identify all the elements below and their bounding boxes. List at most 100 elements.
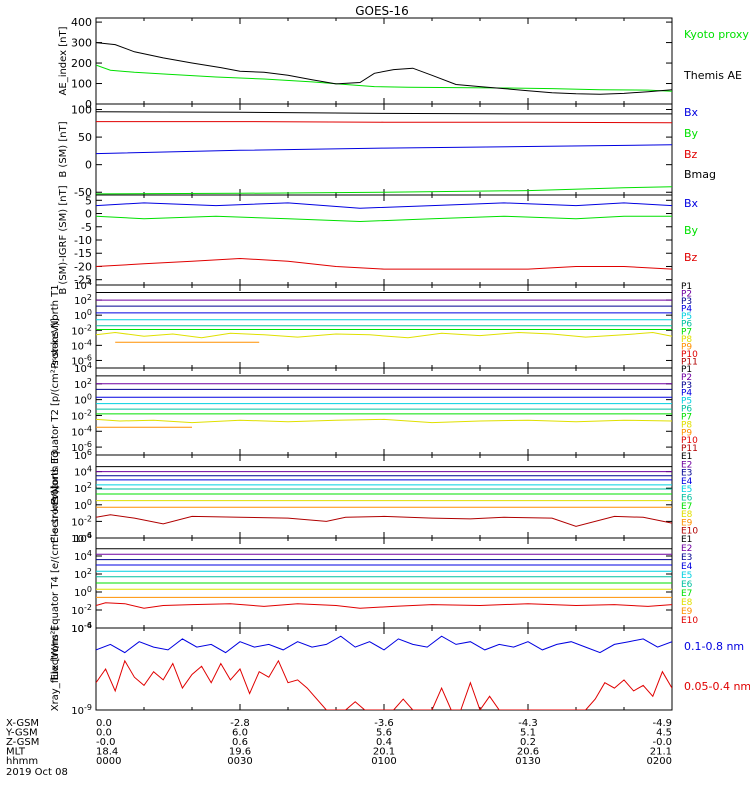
time-row-value: 6.0 [232, 728, 248, 739]
y-tick-label: 104 [74, 278, 92, 292]
legend-label: E10 [681, 527, 698, 537]
y-tick-label: 10-4 [71, 531, 92, 545]
y-tick-label: 104 [74, 549, 92, 563]
y-axis-label: Xray_flux [W/m²] [50, 627, 61, 712]
legend-label: E5 [681, 571, 692, 581]
y-tick-label: -5 [81, 221, 92, 234]
y-axis-label: B (SM)-IGRF (SM) [nT] [58, 185, 69, 294]
y-tick-label: -25 [74, 274, 92, 287]
series-line-e10 [96, 602, 672, 609]
legend-label: Bx [684, 106, 699, 119]
time-row-value: 20.1 [373, 747, 395, 758]
legend-label: P11 [681, 444, 698, 454]
series-line-bmag [96, 111, 672, 115]
legend-label: By [684, 224, 699, 237]
legend-label: P5 [681, 397, 692, 407]
legend-label: E2 [681, 544, 692, 554]
legend-label: P1 [681, 365, 692, 375]
legend-label: By [684, 127, 699, 140]
legend-label: E8 [681, 598, 693, 608]
legend-label: E6 [681, 580, 693, 590]
legend-label: E9 [681, 518, 693, 528]
y-axis-label: AE_index [nT] [58, 26, 69, 95]
legend-label: P10 [681, 350, 698, 360]
time-row-value: 20.6 [517, 747, 539, 758]
legend-label: E9 [681, 607, 693, 617]
time-row-value: 0030 [227, 756, 252, 767]
y-tick-label: 10-4 [71, 338, 92, 352]
panel-7: 106 104 102 100 10-2 10-4 Electrons Equator T4… [50, 485, 698, 680]
time-row-value: 0130 [515, 756, 540, 767]
y-tick-label: 100 [74, 393, 92, 407]
date-label: 2019 Oct 08 [6, 767, 68, 778]
legend-label: Bz [684, 251, 698, 264]
time-axis-table: X-GSM 0.0 -2.8 -3.6 -4.3 -4.9 Y-GSM 0.0 6.0 5.6 5.… [5, 718, 672, 778]
legend-label: P10 [681, 436, 698, 446]
y-axis-label: Protons Equator T2 [p/(cm²-s-sr-keV)] [50, 318, 61, 505]
legend-label: P9 [681, 428, 692, 438]
time-row-value: 0.0 [96, 728, 112, 739]
panel-8: 10-6 10-9 Xray_flux [W/m²] 0.1-0.8 nm 0.05-0… [50, 621, 750, 717]
time-row-label: MLT [6, 747, 26, 758]
time-row-value: 0200 [647, 756, 672, 767]
legend-label: Themis AE [683, 69, 742, 82]
panel-5: 104 102 100 10-210-410-6 Protons Equator T2 … [50, 318, 698, 505]
y-axis-label: Electrons North T3 [50, 450, 61, 543]
legend-label: P2 [681, 290, 692, 300]
y-tick-label: 10-9 [71, 703, 92, 717]
y-axis-label: Electrons Equator T4 [e/(cm²-s-sr-keV)] [50, 485, 61, 680]
time-row-value: -2.8 [230, 718, 250, 729]
plot-title: GOES-16 [355, 4, 409, 18]
time-row-value: 4.5 [656, 728, 672, 739]
legend-label: P7 [681, 412, 692, 422]
panel-frame [95, 367, 673, 456]
legend-label: E1 [681, 452, 692, 462]
series-line-kyoto-proxy-ae [96, 64, 672, 92]
y-axis-label: B (SM) [nT] [58, 121, 69, 177]
legend-label: E3 [681, 553, 692, 563]
legend-label: P6 [681, 320, 692, 330]
legend-label: P3 [681, 297, 692, 307]
y-tick-label: -50 [74, 186, 92, 199]
y-tick-label: 0 [85, 98, 92, 111]
legend-label: Kyoto proxy AE [684, 28, 750, 41]
legend-label: Bmag [684, 168, 716, 181]
time-row-value: 0.0 [96, 718, 112, 729]
series-line-p8 [96, 331, 672, 339]
legend-label: E1 [681, 535, 692, 545]
y-tick-label: 100 [74, 585, 92, 599]
y-tick-label: 10-6 [71, 353, 92, 367]
series-line-by [96, 215, 672, 223]
legend-label: 0.05-0.4 nm [684, 680, 750, 693]
panel-frame [95, 284, 673, 369]
legend-label: E7 [681, 589, 692, 599]
y-tick-label: 10-2 [71, 603, 92, 617]
legend-label: E5 [681, 485, 692, 495]
time-row-value: 19.6 [229, 747, 251, 758]
y-tick-label: 106 [74, 448, 92, 462]
legend-label: E2 [681, 460, 692, 470]
time-row-value: 0100 [371, 756, 396, 767]
time-row-value: -3.6 [374, 718, 394, 729]
y-tick-label: 300 [71, 37, 92, 50]
legend-label: P4 [681, 305, 692, 315]
series-line-bz [96, 121, 672, 124]
y-tick-label: 102 [74, 377, 92, 391]
y-tick-label: 102 [74, 567, 92, 581]
panel-6: 106 104 102 100 10-2 10-4 Electrons North T3 E1… [50, 448, 698, 545]
time-row-value: 18.4 [96, 747, 118, 758]
series-line-themis-ae [96, 42, 672, 95]
time-row-label: X-GSM [6, 718, 39, 729]
y-tick-label: 10-2 [71, 323, 92, 337]
y-tick-label: 104 [74, 361, 92, 375]
legend-label: 0.1-0.8 nm [684, 640, 744, 653]
series-line-bz [96, 257, 672, 270]
legend-label: P5 [681, 312, 692, 322]
y-tick-label: 200 [71, 57, 92, 70]
time-row-value: -4.9 [652, 718, 672, 729]
time-row-value: 0.4 [376, 737, 392, 748]
panel-frame [95, 194, 673, 286]
